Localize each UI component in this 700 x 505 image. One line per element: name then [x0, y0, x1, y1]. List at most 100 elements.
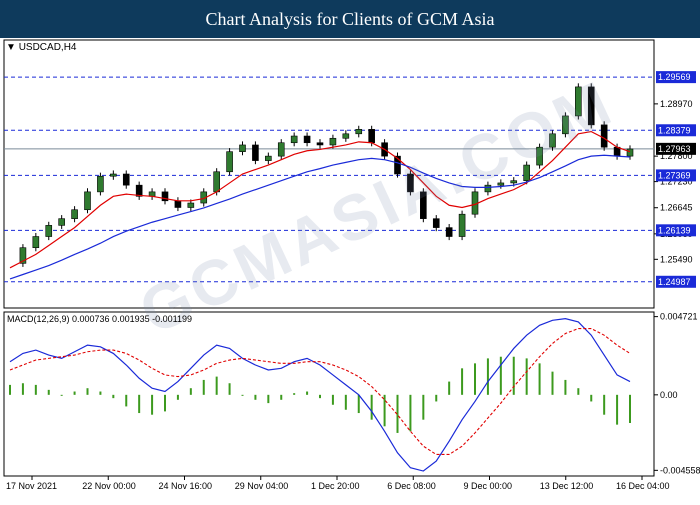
chart-banner: Chart Analysis for Clients of GCM Asia [0, 0, 700, 38]
price-tick-label: 1.25490 [660, 254, 693, 264]
x-tick-label: 6 Dec 08:00 [387, 481, 436, 491]
macd-histogram-bar [254, 394, 257, 400]
x-tick-label: 16 Dec 04:00 [616, 481, 670, 491]
candle-up [19, 247, 27, 264]
macd-signal-line [9, 328, 631, 456]
candle-down [316, 142, 324, 146]
candle-up [329, 137, 337, 146]
candle-up [239, 144, 246, 152]
candle-down [445, 227, 453, 237]
macd-histogram-bar [138, 394, 141, 414]
price-tick-label: 1.28970 [660, 99, 693, 109]
macd-histogram-bar [73, 391, 76, 395]
candle-up [626, 148, 634, 157]
macd-histogram-bar [551, 371, 554, 395]
candle-up [84, 191, 91, 211]
macd-histogram-bar [383, 394, 386, 427]
x-tick-label: 17 Nov 2021 [6, 481, 57, 491]
symbol-label: ▼ USDCAD,H4 [6, 42, 77, 53]
macd-histogram-bar [512, 356, 515, 395]
candle-up [32, 236, 40, 249]
candle-up [110, 173, 117, 177]
macd-tick-label: 0.00 [660, 390, 678, 400]
macd-tick-label: -0.004558 [660, 465, 700, 475]
candle-down [303, 135, 311, 144]
candle-down [174, 200, 182, 208]
macd-histogram-bar [241, 394, 244, 396]
chart-area: 1.289701.278001.272301.266451.260601.254… [0, 38, 700, 500]
candle-up [536, 146, 543, 166]
macd-histogram-bar [293, 393, 296, 395]
candle-up [45, 225, 53, 237]
candle-up [342, 133, 350, 139]
level-label: 1.24987 [658, 277, 691, 287]
macd-main-line [9, 318, 631, 472]
level-label-box [656, 124, 696, 137]
macd-histogram-bar [164, 394, 166, 412]
macd-histogram-bar [357, 394, 360, 414]
candle-up [484, 184, 492, 193]
candle-down [161, 191, 169, 202]
current-price-box [656, 142, 696, 155]
macd-histogram-bar [538, 363, 541, 395]
macd-histogram-bar [409, 394, 412, 432]
macd-histogram-bar [370, 394, 373, 420]
macd-histogram-bar [344, 394, 347, 410]
candle-up [71, 209, 78, 219]
macd-label: MACD(12,26,9) 0.000736 0.001935 -0.00119… [7, 314, 192, 324]
chart-svg: 1.289701.278001.272301.266451.260601.254… [3, 39, 700, 491]
level-label: 1.28379 [658, 125, 691, 135]
macd-histogram-bar [422, 394, 425, 420]
macd-histogram-bar [9, 384, 11, 395]
x-tick-label: 13 Dec 12:00 [540, 481, 594, 491]
macd-histogram-bar [21, 383, 24, 395]
macd-histogram-bar [306, 391, 309, 395]
moving-average-red [9, 130, 631, 269]
macd-histogram-bar [461, 368, 464, 395]
macd-histogram-bar [616, 394, 619, 425]
macd-histogram-bar [319, 394, 321, 399]
moving-average-blue [9, 154, 631, 280]
candle-up [97, 175, 104, 193]
level-label-box [656, 224, 696, 237]
macd-histogram-bar [125, 394, 128, 407]
macd-histogram-bar [99, 391, 102, 395]
candle-up [523, 164, 530, 181]
candle-down [432, 218, 440, 228]
macd-histogram-bar [435, 394, 438, 402]
candle-up [277, 142, 285, 157]
macd-histogram-bar [486, 358, 489, 395]
level-label-box [656, 71, 696, 84]
macd-histogram-bar [331, 394, 334, 405]
macd-histogram-bar [189, 388, 192, 395]
banner-title: Chart Analysis for Clients of GCM Asia [205, 8, 495, 29]
macd-histogram-bar [396, 394, 399, 433]
macd-histogram-bar [267, 394, 270, 404]
level-label-box [656, 275, 696, 288]
macd-histogram-bar [525, 358, 528, 395]
level-label: 1.27369 [658, 170, 691, 180]
candle-down [587, 86, 595, 126]
candle-up [226, 151, 233, 173]
macd-histogram-bar [86, 388, 89, 395]
macd-histogram-bar [499, 356, 502, 395]
x-tick-label: 1 Dec 20:00 [311, 481, 360, 491]
macd-histogram-bar [34, 384, 37, 395]
level-label: 1.26139 [658, 225, 691, 235]
macd-histogram-bar [474, 363, 476, 395]
macd-panel-frame [3, 311, 655, 477]
macd-histogram-bar [60, 394, 63, 396]
candle-up [355, 129, 363, 135]
level-label: 1.29569 [658, 72, 691, 82]
level-label-box [656, 169, 696, 182]
candle-down [368, 129, 375, 144]
macd-histogram-bar [564, 379, 567, 395]
candle-down [122, 173, 130, 186]
candle-down [420, 191, 427, 219]
candle-up [58, 218, 65, 226]
macd-histogram-bar [629, 394, 631, 423]
price-tick-label: 1.27230 [660, 177, 693, 187]
macd-histogram-bar [202, 379, 205, 395]
candle-down [394, 155, 401, 175]
macd-histogram-bar [151, 394, 154, 415]
